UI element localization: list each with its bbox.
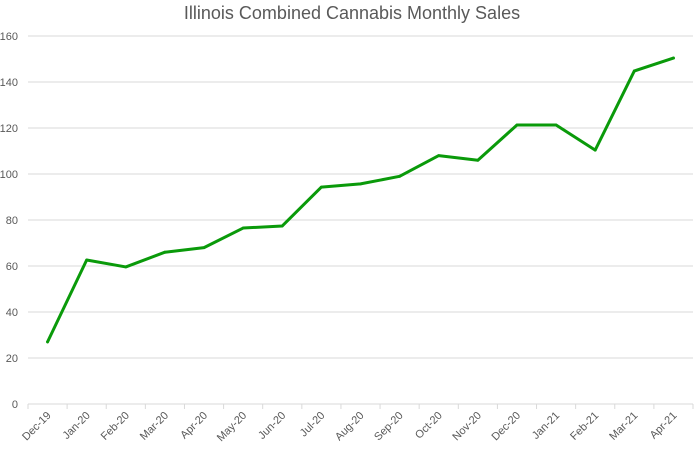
x-tick-label: Nov-20 [450,410,484,444]
x-tick-label: Jun-20 [256,410,288,442]
x-tick-label: Dec-20 [490,410,524,444]
y-tick-label: 140 [0,77,18,89]
data-point [593,148,597,152]
y-tick-label: 80 [6,215,18,227]
data-point [515,123,519,127]
data-point [672,56,675,60]
data-point [554,123,558,127]
y-tick-label: 60 [6,261,18,273]
x-tick-label: Dec-19 [20,410,54,444]
data-point [163,250,167,254]
data-point [476,158,480,162]
x-tick-label: Sep-20 [372,410,406,444]
y-tick-label: 160 [0,31,18,43]
chart-title: Illinois Combined Cannabis Monthly Sales [184,3,520,23]
y-tick-label: 40 [6,307,18,319]
gridlines [28,35,693,405]
data-point [437,154,441,158]
data-point [359,182,362,186]
data-point [319,185,323,189]
x-tick-label: Feb-21 [568,410,601,443]
y-tick-label: 20 [6,353,18,365]
data-point [85,258,89,262]
data-point [280,224,284,228]
x-tick-label: Jan-20 [61,410,93,442]
x-tick-label: Apr-21 [648,410,680,442]
x-tick-label: Oct-20 [413,410,445,442]
data-point [46,340,49,344]
data-point [241,226,245,230]
data-point [202,246,206,250]
y-axis-ticks: 0 20 40 60 80 100 120 140 160 [0,31,18,411]
data-point [398,174,402,178]
series-layer [46,56,675,344]
data-point [124,265,128,269]
x-tick-label: Mar-21 [607,410,640,443]
x-tick-label: Jan-21 [530,410,562,442]
x-axis: Dec-19 Jan-20 Feb-20 Mar-20 Apr-20 May-20 Jun-… [20,404,694,444]
x-tick-label: Mar-20 [138,410,171,443]
x-tick-label: May-20 [215,410,249,444]
x-tick-label: Apr-20 [178,410,210,442]
x-tick-label: Jul-20 [298,410,328,440]
y-tick-label: 0 [12,399,18,411]
x-tick-label: Feb-20 [99,410,132,443]
series-line [46,56,675,344]
data-point [632,69,636,73]
y-tick-label: 120 [0,123,18,135]
x-tick-label: Aug-20 [333,410,367,444]
y-tick-label: 100 [0,169,18,181]
